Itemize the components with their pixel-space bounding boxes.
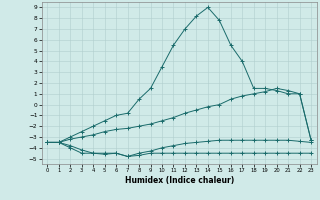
X-axis label: Humidex (Indice chaleur): Humidex (Indice chaleur) xyxy=(124,176,234,185)
